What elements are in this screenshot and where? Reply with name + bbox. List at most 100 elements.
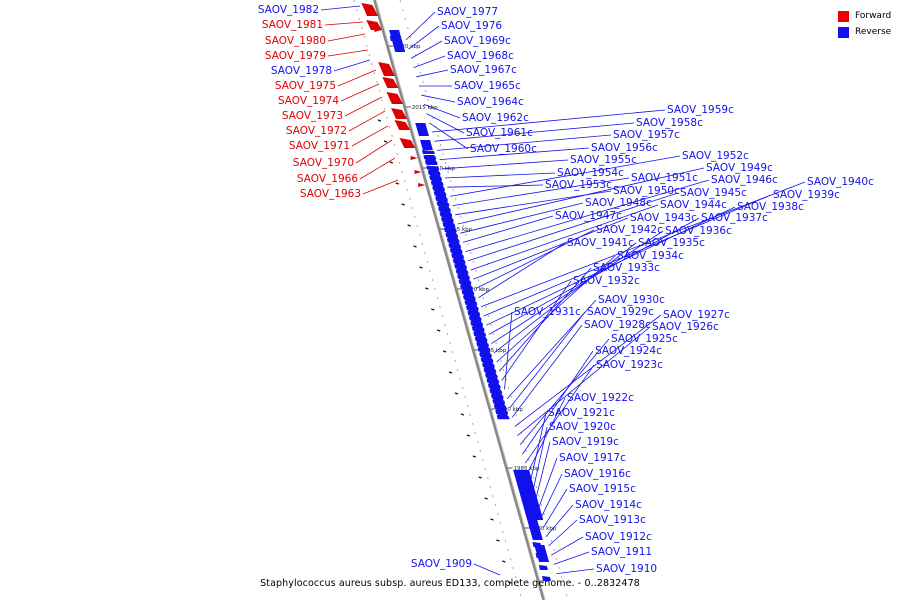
forward-gene: [410, 156, 418, 160]
track-dot: [466, 404, 469, 408]
reverse-gene: [468, 316, 482, 321]
track-dot: [393, 143, 396, 147]
reverse-gene: [495, 410, 509, 414]
track-tick: [401, 203, 405, 206]
gene-leader-line: [348, 110, 386, 132]
gene-label: SAOV_1959c: [667, 104, 734, 116]
gene-label: SAOV_1925c: [611, 333, 678, 345]
track-dot: [404, 17, 407, 21]
genome-caption: Staphylococcus aureus subsp. aureus ED13…: [260, 578, 640, 589]
gene-leader-line: [460, 202, 584, 234]
track-dot: [441, 314, 444, 318]
track-dot: [558, 566, 560, 570]
track-dot: [417, 62, 419, 66]
gene-label: SAOV_1981: [262, 19, 323, 31]
track-tick: [437, 329, 441, 332]
gene-label: SAOV_1948c: [585, 197, 652, 209]
track-tick: [419, 266, 423, 269]
reverse-gene: [479, 352, 493, 357]
gene-label: SAOV_1978: [271, 65, 332, 77]
gene-leader-line: [530, 412, 547, 482]
track-tick: [395, 182, 399, 185]
scale-label: 1995 kbp: [480, 348, 506, 354]
track-dot: [477, 278, 480, 282]
gene-label: SAOV_1956c: [591, 142, 658, 154]
gene-label: SAOV_1967c: [450, 64, 517, 76]
reverse-gene: [424, 160, 438, 165]
gene-label: SAOV_1972: [286, 125, 347, 137]
track-dot: [431, 278, 434, 282]
track-dot: [565, 593, 568, 597]
forward-gene: [418, 183, 426, 187]
gene-label: SAOV_1936c: [665, 225, 732, 237]
gene-label: SAOV_1970: [293, 157, 354, 169]
gene-label: SAOV_1980: [265, 35, 326, 47]
reverse-gene: [443, 228, 457, 232]
track-dot: [401, 170, 403, 174]
track-tick: [466, 434, 471, 437]
reverse-gene: [389, 36, 399, 41]
legend-reverse-label: Reverse: [855, 27, 892, 37]
gene-label: SAOV_1952c: [682, 150, 749, 162]
gene-label: SAOV_1964c: [457, 96, 524, 108]
gene-leader-line: [359, 157, 396, 180]
track-dot: [432, 116, 434, 120]
gene-leader-line: [540, 473, 563, 519]
track-dot: [494, 503, 497, 507]
gene-leader-line: [439, 147, 590, 160]
track-tick: [431, 308, 435, 311]
track-tick: [448, 371, 453, 374]
gene-label: SAOV_1930c: [598, 294, 665, 306]
track-dot: [439, 305, 441, 309]
gene-label: SAOV_1941c: [567, 237, 634, 249]
track-dot: [485, 305, 487, 309]
reverse-gene: [462, 295, 476, 300]
legend-reverse-swatch: [838, 26, 849, 38]
track-tick: [413, 245, 417, 248]
track-tick: [407, 224, 411, 227]
gene-leader-line: [434, 122, 635, 142]
gene-leader-line: [527, 397, 566, 473]
track-dot: [363, 35, 366, 39]
gene-leader-line: [447, 184, 544, 188]
track-dot: [528, 458, 530, 462]
reverse-gene: [464, 300, 478, 305]
track-dot: [504, 539, 507, 543]
reverse-gene: [415, 123, 429, 136]
reverse-gene: [538, 565, 548, 570]
track-dot: [407, 26, 409, 30]
gene-leader-line: [442, 159, 569, 170]
gene-leader-line: [553, 551, 590, 565]
gene-leader-line: [320, 5, 361, 11]
gene-label: SAOV_1917c: [559, 452, 626, 464]
track-dot: [502, 530, 504, 534]
track-dot: [366, 44, 368, 48]
track-tick: [460, 413, 465, 416]
gene-leader-line: [421, 94, 456, 103]
reverse-gene: [420, 140, 433, 150]
legend: Forward Reverse: [838, 8, 891, 40]
track-dot: [398, 161, 401, 165]
gene-leader-line: [519, 338, 610, 446]
gene-label: SAOV_1915c: [569, 483, 636, 495]
gene-label: SAOV_1942c: [596, 224, 663, 236]
reverse-gene: [423, 155, 437, 160]
gene-leader-line: [532, 426, 548, 491]
track-dot: [356, 8, 358, 12]
gene-leader-line: [496, 255, 616, 363]
track-dot: [446, 332, 449, 336]
gene-label: SAOV_1933c: [593, 262, 660, 274]
track-dot: [408, 197, 411, 201]
gene-label: SAOV_1957c: [613, 129, 680, 141]
track-dot: [555, 557, 558, 561]
reverse-gene: [454, 264, 468, 269]
reverse-gene: [421, 150, 435, 154]
reverse-gene: [467, 311, 481, 316]
track-dot: [406, 188, 408, 192]
gene-leader-line: [517, 326, 651, 436]
track-dot: [492, 494, 494, 498]
gene-label: SAOV_1953c: [545, 179, 612, 191]
gene-leader-line: [473, 217, 629, 280]
reverse-gene: [452, 259, 466, 264]
track-tick: [389, 161, 394, 164]
